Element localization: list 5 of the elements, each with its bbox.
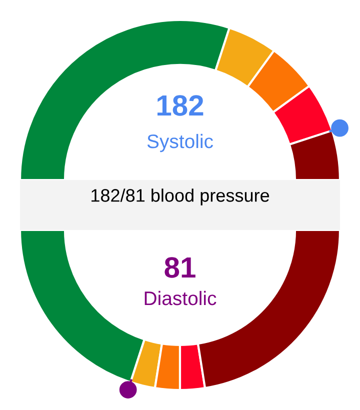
text: Systolic [147,134,213,152]
text: Diastolic [144,290,216,306]
text: 182 [158,95,204,116]
text: 182/81 blood pressure [92,188,270,206]
text: 81 [164,257,196,278]
